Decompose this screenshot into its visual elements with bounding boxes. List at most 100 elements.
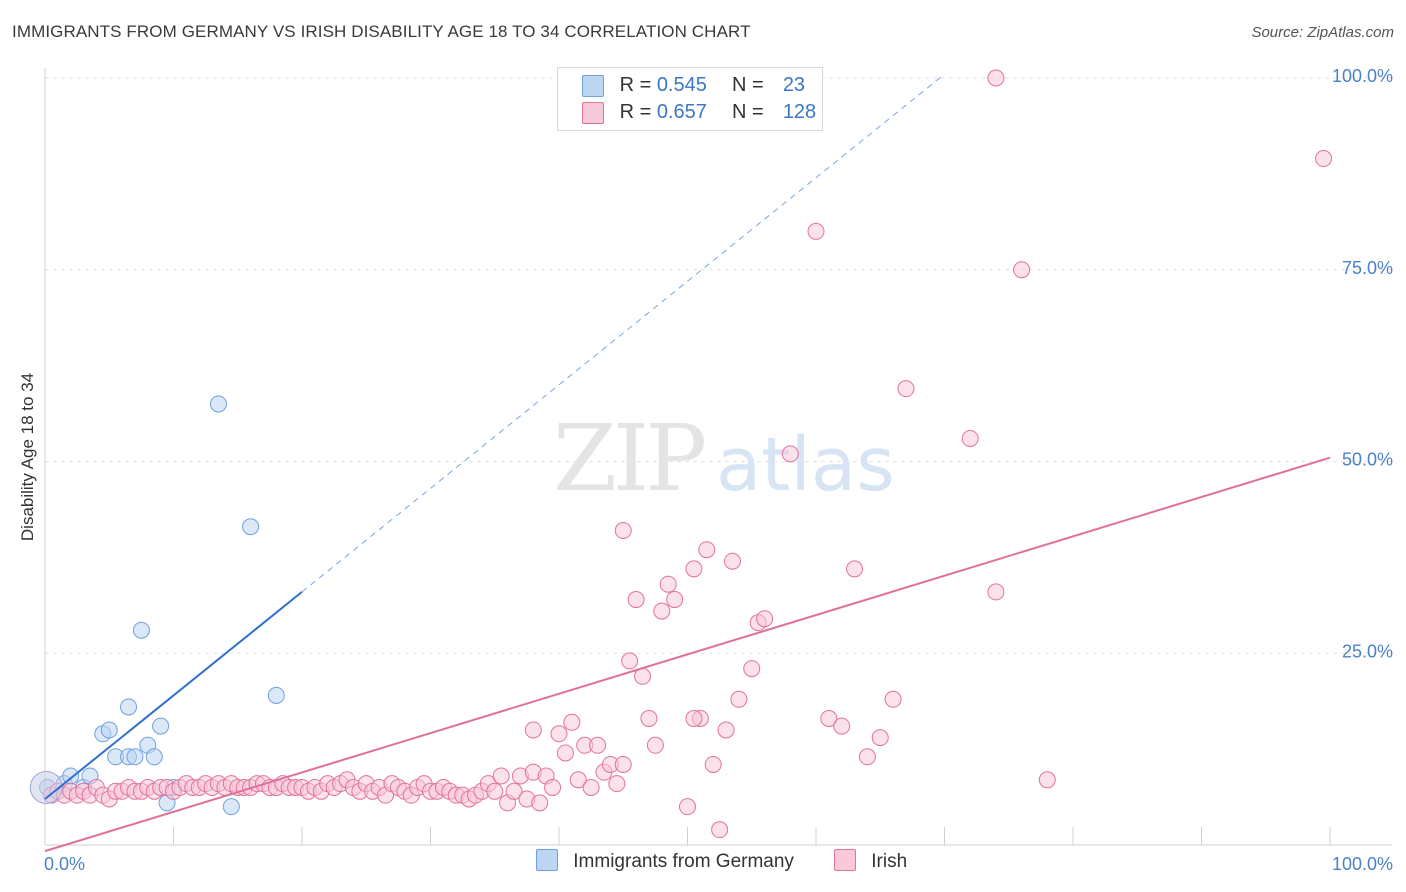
irish-point xyxy=(486,782,504,800)
irish-point xyxy=(961,429,979,447)
x-tick-label: 0.0% xyxy=(44,854,85,874)
watermark-atlas: atlas xyxy=(716,422,895,508)
irish-point xyxy=(614,755,632,773)
axes xyxy=(44,68,1392,846)
irish-point xyxy=(756,610,774,628)
legend-swatch-germany xyxy=(582,74,604,97)
irish-point xyxy=(698,541,716,559)
irish-point xyxy=(679,798,696,816)
irish-point xyxy=(884,690,902,708)
legend-n-value: 128 xyxy=(782,101,817,123)
correlation-legend: R = 0.545 N = 23 R = 0.657 N = 128 xyxy=(557,67,823,131)
bottom-swatch-germany xyxy=(536,849,558,871)
legend-r-value: 0.657 xyxy=(656,101,707,123)
irish-point xyxy=(563,713,581,731)
tick-labels: 25.0% 50.0% 75.0% 100.0% 0.0% 100.0% xyxy=(44,66,1393,874)
legend-swatch-irish xyxy=(582,101,604,124)
irish-point xyxy=(987,69,1005,87)
germany-point xyxy=(120,698,138,716)
germany-point xyxy=(132,621,150,639)
irish-trend-line xyxy=(44,456,1331,853)
irish-point xyxy=(524,721,542,739)
bottom-legend-label-irish: Irish xyxy=(871,851,908,873)
chart-title: IMMIGRANTS FROM GERMANY VS IRISH DISABIL… xyxy=(12,22,751,41)
y-tick-label: 25.0% xyxy=(1342,641,1393,661)
irish-point xyxy=(556,744,574,762)
irish-point xyxy=(704,755,722,773)
irish-point xyxy=(846,560,864,578)
irish-point xyxy=(666,591,684,609)
trend-layer xyxy=(44,73,1331,853)
germany-point xyxy=(152,717,170,735)
irish-point xyxy=(781,445,799,463)
bottom-legend-label-germany: Immigrants from Germany xyxy=(573,851,794,873)
irish-point xyxy=(723,552,741,570)
legend-row-germany: R = 0.545 N = 23 xyxy=(582,74,805,100)
irish-point xyxy=(820,709,838,727)
germany-point xyxy=(222,798,240,816)
legend-r-label: R = xyxy=(619,101,652,123)
overlap-point-cluster xyxy=(29,770,63,804)
bottom-legend-germany[interactable]: Immigrants from Germany xyxy=(536,849,794,877)
irish-point xyxy=(685,709,703,727)
irish-point xyxy=(653,602,671,620)
irish-point xyxy=(531,794,549,812)
irish-point xyxy=(492,767,510,785)
legend-n-label: N = xyxy=(732,74,764,96)
irish-point xyxy=(807,222,825,240)
irish-point xyxy=(871,729,889,747)
germany-trend-extension xyxy=(301,73,945,593)
irish-point xyxy=(614,522,632,540)
irish-point xyxy=(1315,150,1333,168)
germany-point xyxy=(126,748,144,766)
gridlines xyxy=(45,77,1392,654)
irish-point xyxy=(659,575,677,593)
legend-row-irish: R = 0.657 N = 128 xyxy=(582,101,816,127)
irish-point xyxy=(897,380,915,398)
irish-point xyxy=(640,709,658,727)
germany-trend-line xyxy=(44,591,303,800)
germany-point xyxy=(267,686,285,704)
watermark: ZIP atlas xyxy=(553,405,895,512)
y-tick-label: 100.0% xyxy=(1332,66,1393,86)
y-tick-label: 50.0% xyxy=(1342,450,1393,470)
germany-point xyxy=(209,395,227,413)
irish-point xyxy=(711,821,729,839)
chart-source: Source: ZipAtlas.com xyxy=(1251,24,1394,41)
irish-point xyxy=(621,652,639,670)
germany-point xyxy=(100,721,118,739)
irish-point xyxy=(858,748,876,766)
bottom-swatch-irish xyxy=(834,849,856,871)
germany-point xyxy=(242,518,260,536)
bottom-legend-irish[interactable]: Irish xyxy=(834,849,908,877)
irish-point xyxy=(717,721,735,739)
irish-point xyxy=(743,660,761,678)
irish-point xyxy=(550,725,568,743)
irish-point xyxy=(505,782,523,800)
x-tick-label: 100.0% xyxy=(1332,854,1393,874)
irish-point xyxy=(608,775,626,793)
irish-point xyxy=(589,736,607,754)
irish-point xyxy=(833,717,851,735)
irish-point xyxy=(569,771,587,789)
legend-r-value: 0.545 xyxy=(656,74,707,96)
irish-point xyxy=(1038,771,1056,789)
irish-point xyxy=(544,778,562,796)
germany-point xyxy=(145,748,163,766)
y-tick-label: 75.0% xyxy=(1342,258,1393,278)
irish-point xyxy=(646,736,664,754)
series-layer xyxy=(29,69,1333,839)
irish-point xyxy=(627,591,645,609)
irish-point xyxy=(987,583,1005,601)
irish-point xyxy=(582,778,600,796)
series-germany xyxy=(39,395,285,816)
legend-r-label: R = xyxy=(619,74,652,96)
irish-point xyxy=(730,690,748,708)
watermark-zip: ZIP xyxy=(553,405,704,512)
irish-point xyxy=(685,560,703,578)
legend-n-value: 23 xyxy=(782,74,806,96)
irish-point xyxy=(1013,261,1031,279)
legend-n-label: N = xyxy=(732,101,764,123)
series-irish xyxy=(42,69,1333,839)
